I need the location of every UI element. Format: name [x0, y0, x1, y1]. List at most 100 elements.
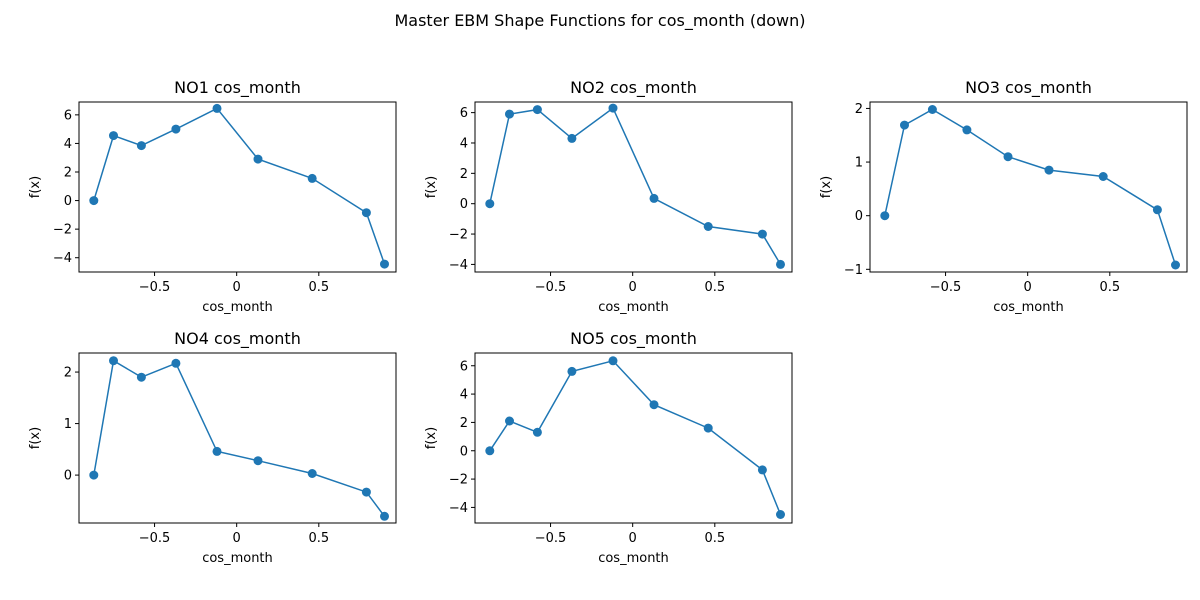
x-tick-label: −0.5 — [535, 280, 567, 295]
data-point — [900, 120, 909, 130]
y-tick-label: 1 — [855, 156, 863, 171]
data-point — [505, 416, 514, 426]
x-tick-label: 0.5 — [704, 531, 725, 546]
data-point — [757, 229, 767, 239]
data-point — [567, 133, 577, 143]
data-point — [703, 222, 713, 231]
data-point — [253, 456, 263, 466]
data-point — [485, 199, 495, 209]
data-point — [253, 154, 263, 164]
y-tick-label: 0 — [460, 197, 468, 212]
axes-frame — [78, 101, 397, 273]
y-tick-label: −4 — [449, 258, 468, 273]
y-tick-label: 4 — [460, 136, 468, 151]
y-tick-label: 0 — [855, 209, 863, 224]
y-tick-label: 4 — [460, 388, 468, 403]
data-point — [776, 259, 785, 269]
subplot-title: NO4 cos_month — [174, 329, 301, 349]
x-tick-label: 0.5 — [308, 531, 329, 546]
x-tick-label: −0.5 — [535, 531, 567, 546]
data-point — [89, 196, 99, 206]
axes-frame — [869, 101, 1188, 273]
y-axis-label: f(x) — [424, 176, 439, 198]
data-point — [136, 372, 146, 382]
data-point — [1003, 152, 1013, 162]
y-axis-label: f(x) — [819, 176, 834, 198]
data-point — [703, 423, 713, 433]
y-tick-label: −2 — [449, 228, 468, 243]
subplot-title: NO3 cos_month — [965, 78, 1092, 98]
y-tick-label: 2 — [460, 416, 468, 431]
x-axis-label: cos_month — [598, 551, 669, 566]
data-point — [776, 510, 785, 519]
series-line — [93, 107, 386, 265]
data-point — [212, 446, 222, 456]
data-point — [1098, 172, 1108, 181]
x-axis-label: cos_month — [598, 300, 669, 315]
subplot-2: NO2 cos_month −0.5 0 0.5 −4 −2 0 2 4 6 cos_month f(… — [424, 78, 793, 315]
data-point — [136, 141, 146, 151]
x-tick-label: 0.5 — [308, 280, 329, 295]
y-tick-label: −4 — [449, 501, 468, 516]
axes-frame — [474, 101, 793, 273]
data-point — [532, 427, 542, 437]
y-tick-label: −2 — [449, 473, 468, 488]
subplot-4: NO4 cos_month −0.5 0 0.5 0 1 2 cos_month f(x) — [28, 329, 397, 566]
y-tick-label: −2 — [53, 223, 72, 238]
subplot-1: NO1 cos_month −0.5 0 0.5 −4 −2 0 2 4 6 cos_month f(… — [28, 78, 397, 315]
axes-frame — [78, 352, 397, 524]
data-point — [532, 105, 542, 115]
data-point — [757, 465, 767, 475]
data-point — [171, 124, 181, 134]
data-point — [567, 366, 577, 376]
data-point — [485, 446, 495, 456]
data-point — [1152, 205, 1162, 215]
x-tick-label: −0.5 — [930, 280, 962, 295]
y-tick-label: 2 — [855, 102, 863, 117]
data-point — [361, 208, 371, 218]
y-tick-label: 6 — [64, 108, 72, 123]
data-point — [649, 400, 659, 410]
y-axis-label: f(x) — [28, 176, 43, 198]
subplot-title: NO2 cos_month — [570, 78, 697, 98]
data-point — [307, 469, 317, 478]
data-point — [1044, 165, 1054, 175]
series-line — [489, 106, 782, 265]
data-point — [89, 470, 99, 480]
subplot-title: NO5 cos_month — [570, 329, 697, 349]
y-tick-label: 2 — [460, 167, 468, 182]
x-tick-label: 0 — [629, 280, 637, 295]
data-point — [109, 131, 118, 141]
data-point — [361, 487, 371, 497]
figure-title: Master EBM Shape Functions for cos_month… — [394, 11, 805, 31]
x-tick-label: 0 — [629, 531, 637, 546]
x-tick-label: −0.5 — [139, 280, 171, 295]
x-tick-label: 0 — [233, 531, 241, 546]
series-line — [884, 108, 1177, 266]
y-axis-label: f(x) — [28, 427, 43, 449]
y-tick-label: −1 — [844, 263, 863, 278]
axes-frame — [474, 352, 793, 524]
subplot-title: NO1 cos_month — [174, 78, 301, 98]
y-tick-label: 6 — [460, 359, 468, 374]
y-tick-label: −4 — [53, 251, 72, 266]
x-tick-label: −0.5 — [139, 531, 171, 546]
y-tick-label: 4 — [64, 137, 72, 152]
y-tick-label: 1 — [64, 417, 72, 432]
data-point — [171, 358, 181, 368]
subplot-5: NO5 cos_month −0.5 0 0.5 −4 −2 0 2 4 6 cos_month f(… — [424, 329, 793, 566]
data-point — [505, 109, 514, 119]
data-point — [1171, 260, 1180, 270]
y-axis-label: f(x) — [424, 427, 439, 449]
x-axis-label: cos_month — [202, 300, 273, 315]
subplot-grid: NO1 cos_month −0.5 0 0.5 −4 −2 0 2 4 6 cos_month f(… — [28, 78, 1188, 566]
data-point — [608, 356, 618, 366]
y-tick-label: 2 — [64, 166, 72, 181]
y-tick-label: 0 — [64, 469, 72, 484]
x-tick-label: 0.5 — [1099, 280, 1120, 295]
subplot-3: NO3 cos_month −0.5 0 0.5 −1 0 1 2 cos_month f(x) — [819, 78, 1188, 315]
x-tick-label: 0.5 — [704, 280, 725, 295]
x-tick-label: 0 — [233, 280, 241, 295]
data-point — [608, 103, 618, 113]
